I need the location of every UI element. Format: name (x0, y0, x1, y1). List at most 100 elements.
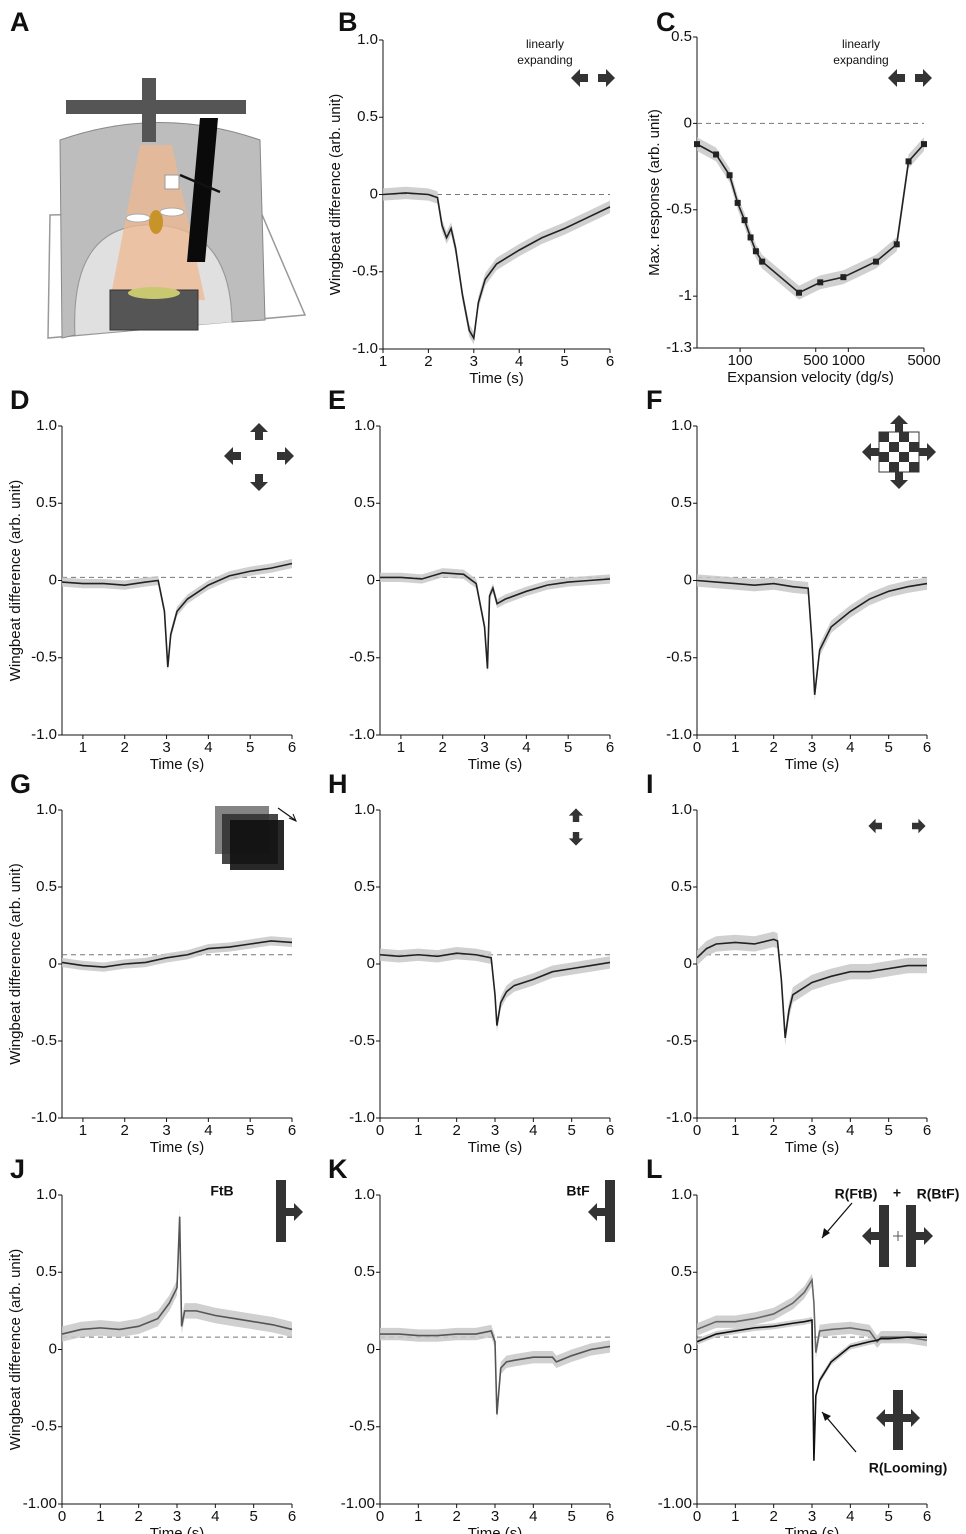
annotation: R(BtF) (917, 1186, 960, 1202)
y-tick-label: -1.3 (666, 339, 692, 356)
y-tick-label: -0.5 (352, 263, 378, 280)
panel-label: D (10, 385, 30, 415)
x-tick-label: 0 (376, 1122, 384, 1139)
x-tick-label: 5 (560, 353, 568, 370)
data-line (61, 562, 293, 668)
x-tick-label: 0 (693, 739, 701, 756)
annotation: BtF (566, 1183, 590, 1199)
data-line (61, 940, 293, 968)
setup-illustration (47, 78, 307, 339)
y-tick-label: 0.5 (36, 1263, 57, 1280)
y-tick-label: -0.5 (31, 1418, 57, 1435)
y-tick-label: 0 (370, 185, 378, 202)
panel-label: A (10, 7, 30, 37)
annotation: R(FtB) (835, 1186, 878, 1202)
y-axis-label: Wingbeat difference (arb. unit) (327, 94, 344, 296)
data-point (905, 158, 912, 165)
error-band (62, 558, 292, 672)
annotation: R(Looming) (869, 1460, 948, 1476)
data-line (696, 938, 927, 1039)
y-tick-label: 0 (684, 571, 692, 588)
x-tick-label: 2 (769, 1122, 777, 1139)
y-tick-label: 0.5 (671, 494, 692, 511)
y-tick-label: 0 (49, 1340, 57, 1357)
x-tick-label: 1 (397, 739, 405, 756)
y-tick-label: 0 (49, 571, 57, 588)
y-tick-label: -1.00 (658, 1495, 692, 1512)
data-line (379, 952, 611, 1026)
y-tick-label: -0.5 (666, 649, 692, 666)
y-tick-label: 0 (367, 571, 375, 588)
y-tick-label: -1 (679, 287, 692, 304)
x-tick-label: 4 (515, 353, 523, 370)
y-tick-label: 0.5 (354, 494, 375, 511)
x-tick-label: 500 (803, 352, 828, 369)
error-band (380, 568, 610, 674)
x-tick-label: 1 (79, 1122, 87, 1139)
x-tick-label: 4 (204, 1122, 212, 1139)
x-tick-label: 2 (769, 1508, 777, 1525)
x-axis-label: Time (s) (468, 756, 522, 773)
data-point (893, 241, 900, 248)
data-point (752, 248, 759, 255)
panel-label: H (328, 769, 348, 799)
error-band (380, 1324, 610, 1421)
y-tick-label: -1.0 (31, 1109, 57, 1126)
x-tick-label: 6 (288, 739, 296, 756)
x-axis-label: Time (s) (468, 1525, 522, 1534)
x-axis-label: Expansion velocity (dg/s) (727, 369, 894, 386)
x-tick-label: 6 (923, 1122, 931, 1139)
x-tick-label: 3 (470, 353, 478, 370)
x-tick-label: 4 (846, 1508, 854, 1525)
y-tick-label: 1.0 (354, 801, 375, 818)
y-tick-label: -1.00 (23, 1495, 57, 1512)
data-line (696, 143, 925, 294)
x-tick-label: 100 (728, 352, 753, 369)
x-tick-label: 5 (249, 1508, 257, 1525)
x-axis-label: Time (s) (469, 370, 523, 387)
x-tick-label: 3 (808, 739, 816, 756)
data-point (726, 172, 733, 179)
y-axis-label: Wingbeat difference (arb. unit) (7, 863, 24, 1065)
error-band (697, 1317, 927, 1464)
x-tick-label: 5 (567, 1508, 575, 1525)
x-tick-label: 3 (480, 739, 488, 756)
data-point (872, 258, 879, 265)
error-band (383, 186, 610, 345)
x-tick-label: 6 (923, 739, 931, 756)
data-point (694, 141, 700, 148)
x-tick-label: 1 (731, 1122, 739, 1139)
data-point (741, 217, 748, 224)
y-tick-label: -0.5 (349, 1418, 375, 1435)
panel-label: E (328, 385, 346, 415)
y-tick-label: 0 (684, 1340, 692, 1357)
x-tick-label: 6 (288, 1122, 296, 1139)
annotation: + (893, 1185, 901, 1201)
x-tick-label: 2 (452, 1508, 460, 1525)
y-tick-label: 0 (367, 1340, 375, 1357)
x-tick-label: 1 (96, 1508, 104, 1525)
data-line (382, 192, 611, 341)
x-tick-label: 5 (884, 1508, 892, 1525)
y-tick-label: 1.0 (36, 801, 57, 818)
y-tick-label: -0.5 (666, 1032, 692, 1049)
y-tick-label: 0.5 (671, 878, 692, 895)
data-line (380, 571, 611, 669)
x-tick-label: 1 (731, 739, 739, 756)
x-tick-label: 2 (439, 739, 447, 756)
data-point (734, 199, 741, 206)
panel-label: F (646, 385, 663, 415)
y-tick-label: -0.5 (349, 1032, 375, 1049)
y-tick-label: -0.5 (349, 649, 375, 666)
x-tick-label: 3 (173, 1508, 181, 1525)
y-tick-label: -1.0 (666, 1109, 692, 1126)
y-tick-label: -0.5 (31, 1032, 57, 1049)
y-tick-label: 0 (684, 955, 692, 972)
error-band (62, 936, 292, 972)
x-tick-label: 0 (58, 1508, 66, 1525)
x-tick-label: 4 (204, 739, 212, 756)
x-tick-label: 6 (606, 739, 614, 756)
error-band (697, 931, 927, 1046)
y-tick-label: 0.5 (36, 878, 57, 895)
data-line (696, 1277, 928, 1353)
